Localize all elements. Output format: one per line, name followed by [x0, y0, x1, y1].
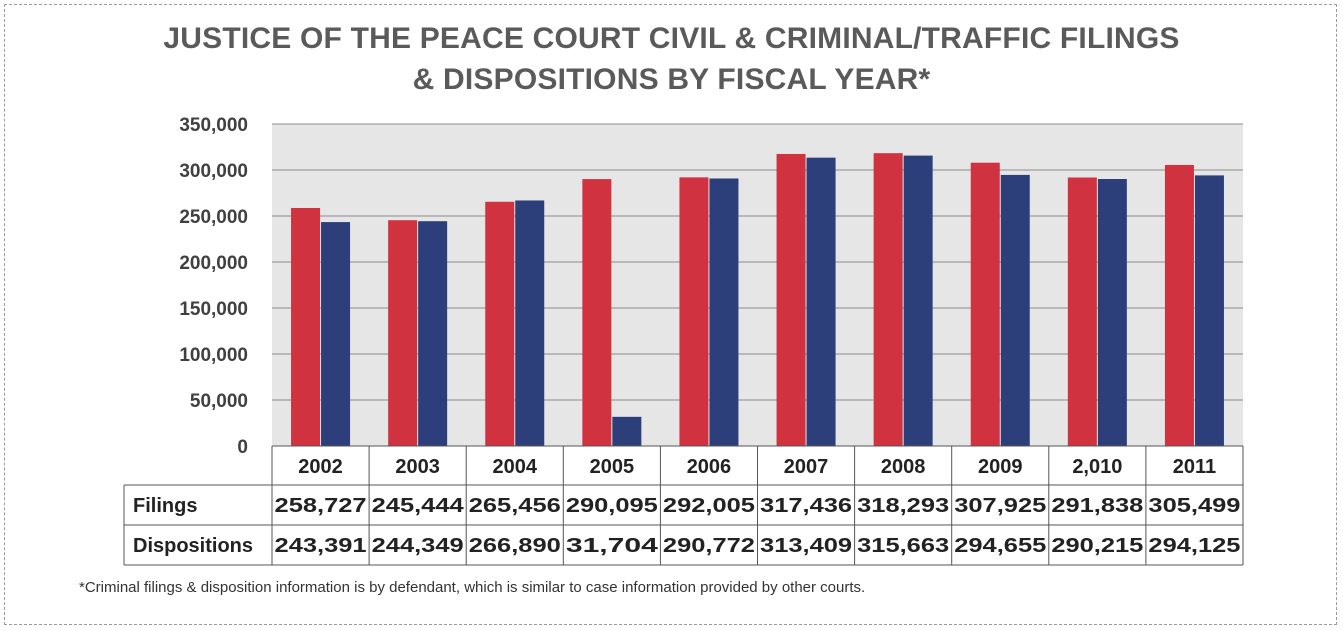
table-value: 290,215	[1051, 535, 1143, 557]
x-category-label: 2007	[784, 456, 829, 478]
table-value: 290,772	[663, 535, 755, 557]
table-value: 291,838	[1051, 495, 1143, 517]
filings-bar-2011	[1164, 164, 1194, 446]
x-category-label: 2006	[687, 456, 732, 478]
dispositions-bar-2005	[612, 416, 642, 446]
filings-bar-2003	[388, 220, 418, 446]
y-tick-label: 200,000	[179, 253, 248, 274]
table-value: 317,436	[760, 495, 852, 517]
plot-area	[272, 124, 1243, 446]
dispositions-bar-2004	[515, 200, 545, 446]
x-category-label: 2005	[590, 456, 635, 478]
filings-bar-2006	[679, 177, 709, 446]
footnote: *Criminal filings & disposition informat…	[79, 579, 866, 596]
table-series-name: Dispositions	[133, 535, 253, 557]
chart-title-line-1: JUSTICE OF THE PEACE COURT CIVIL & CRIMI…	[163, 22, 1180, 55]
dispositions-bar-2007	[806, 157, 836, 446]
table-value: 266,890	[469, 535, 561, 557]
x-category-label: 2002	[298, 456, 343, 478]
table-value: 290,095	[566, 495, 658, 517]
filings-bar-2005	[582, 179, 612, 446]
x-category-label: 2011	[1173, 456, 1216, 478]
table-value: 294,125	[1148, 535, 1240, 557]
y-tick-label: 250,000	[179, 207, 248, 228]
dispositions-bar-2011	[1194, 175, 1224, 446]
dispositions-bar-2008	[903, 155, 933, 447]
table-value: 318,293	[857, 495, 949, 517]
filings-bar-2009	[970, 162, 1000, 447]
chart-title-line-2: & DISPOSITIONS BY FISCAL YEAR*	[412, 63, 931, 96]
table-value: 315,663	[857, 535, 949, 557]
dispositions-bar-2010	[1097, 179, 1127, 446]
table-value: 244,349	[372, 535, 464, 557]
y-tick-label: 300,000	[179, 161, 248, 182]
table-value: 31,704	[566, 535, 659, 557]
x-category-label: 2,010	[1072, 456, 1122, 478]
table-value: 245,444	[372, 495, 465, 517]
filings-bar-2002	[291, 207, 321, 446]
dispositions-bar-2006	[709, 178, 739, 447]
chart-title: JUSTICE OF THE PEACE COURT CIVIL & CRIMI…	[0, 18, 1343, 100]
table-value: 265,456	[469, 495, 561, 517]
table-value: 305,499	[1148, 495, 1240, 517]
y-tick-label: 0	[237, 437, 248, 458]
x-category-label: 2004	[493, 456, 538, 478]
table-value: 313,409	[760, 535, 852, 557]
filings-bar-2007	[776, 153, 806, 447]
y-tick-label: 50,000	[190, 391, 248, 412]
table-value: 292,005	[663, 495, 755, 517]
table-value: 294,655	[954, 535, 1046, 557]
filings-bar-2008	[873, 153, 903, 446]
dispositions-bar-2003	[418, 221, 448, 446]
table-series-name: Filings	[133, 495, 197, 517]
dispositions-bar-2002	[321, 222, 351, 446]
x-category-label: 2008	[881, 456, 926, 478]
dispositions-bar-2009	[1000, 174, 1030, 446]
y-tick-label: 100,000	[179, 345, 248, 366]
y-tick-label: 150,000	[179, 299, 248, 320]
filings-bar-2004	[485, 201, 515, 446]
filings-bar-2010	[1067, 177, 1097, 446]
table-value: 258,727	[275, 495, 367, 517]
chart-frame	[4, 4, 1337, 625]
table-value: 243,391	[275, 535, 367, 557]
y-tick-label: 350,000	[179, 115, 248, 136]
x-category-label: 2003	[395, 456, 440, 478]
table-value: 307,925	[954, 495, 1046, 517]
x-category-label: 2009	[978, 456, 1023, 478]
